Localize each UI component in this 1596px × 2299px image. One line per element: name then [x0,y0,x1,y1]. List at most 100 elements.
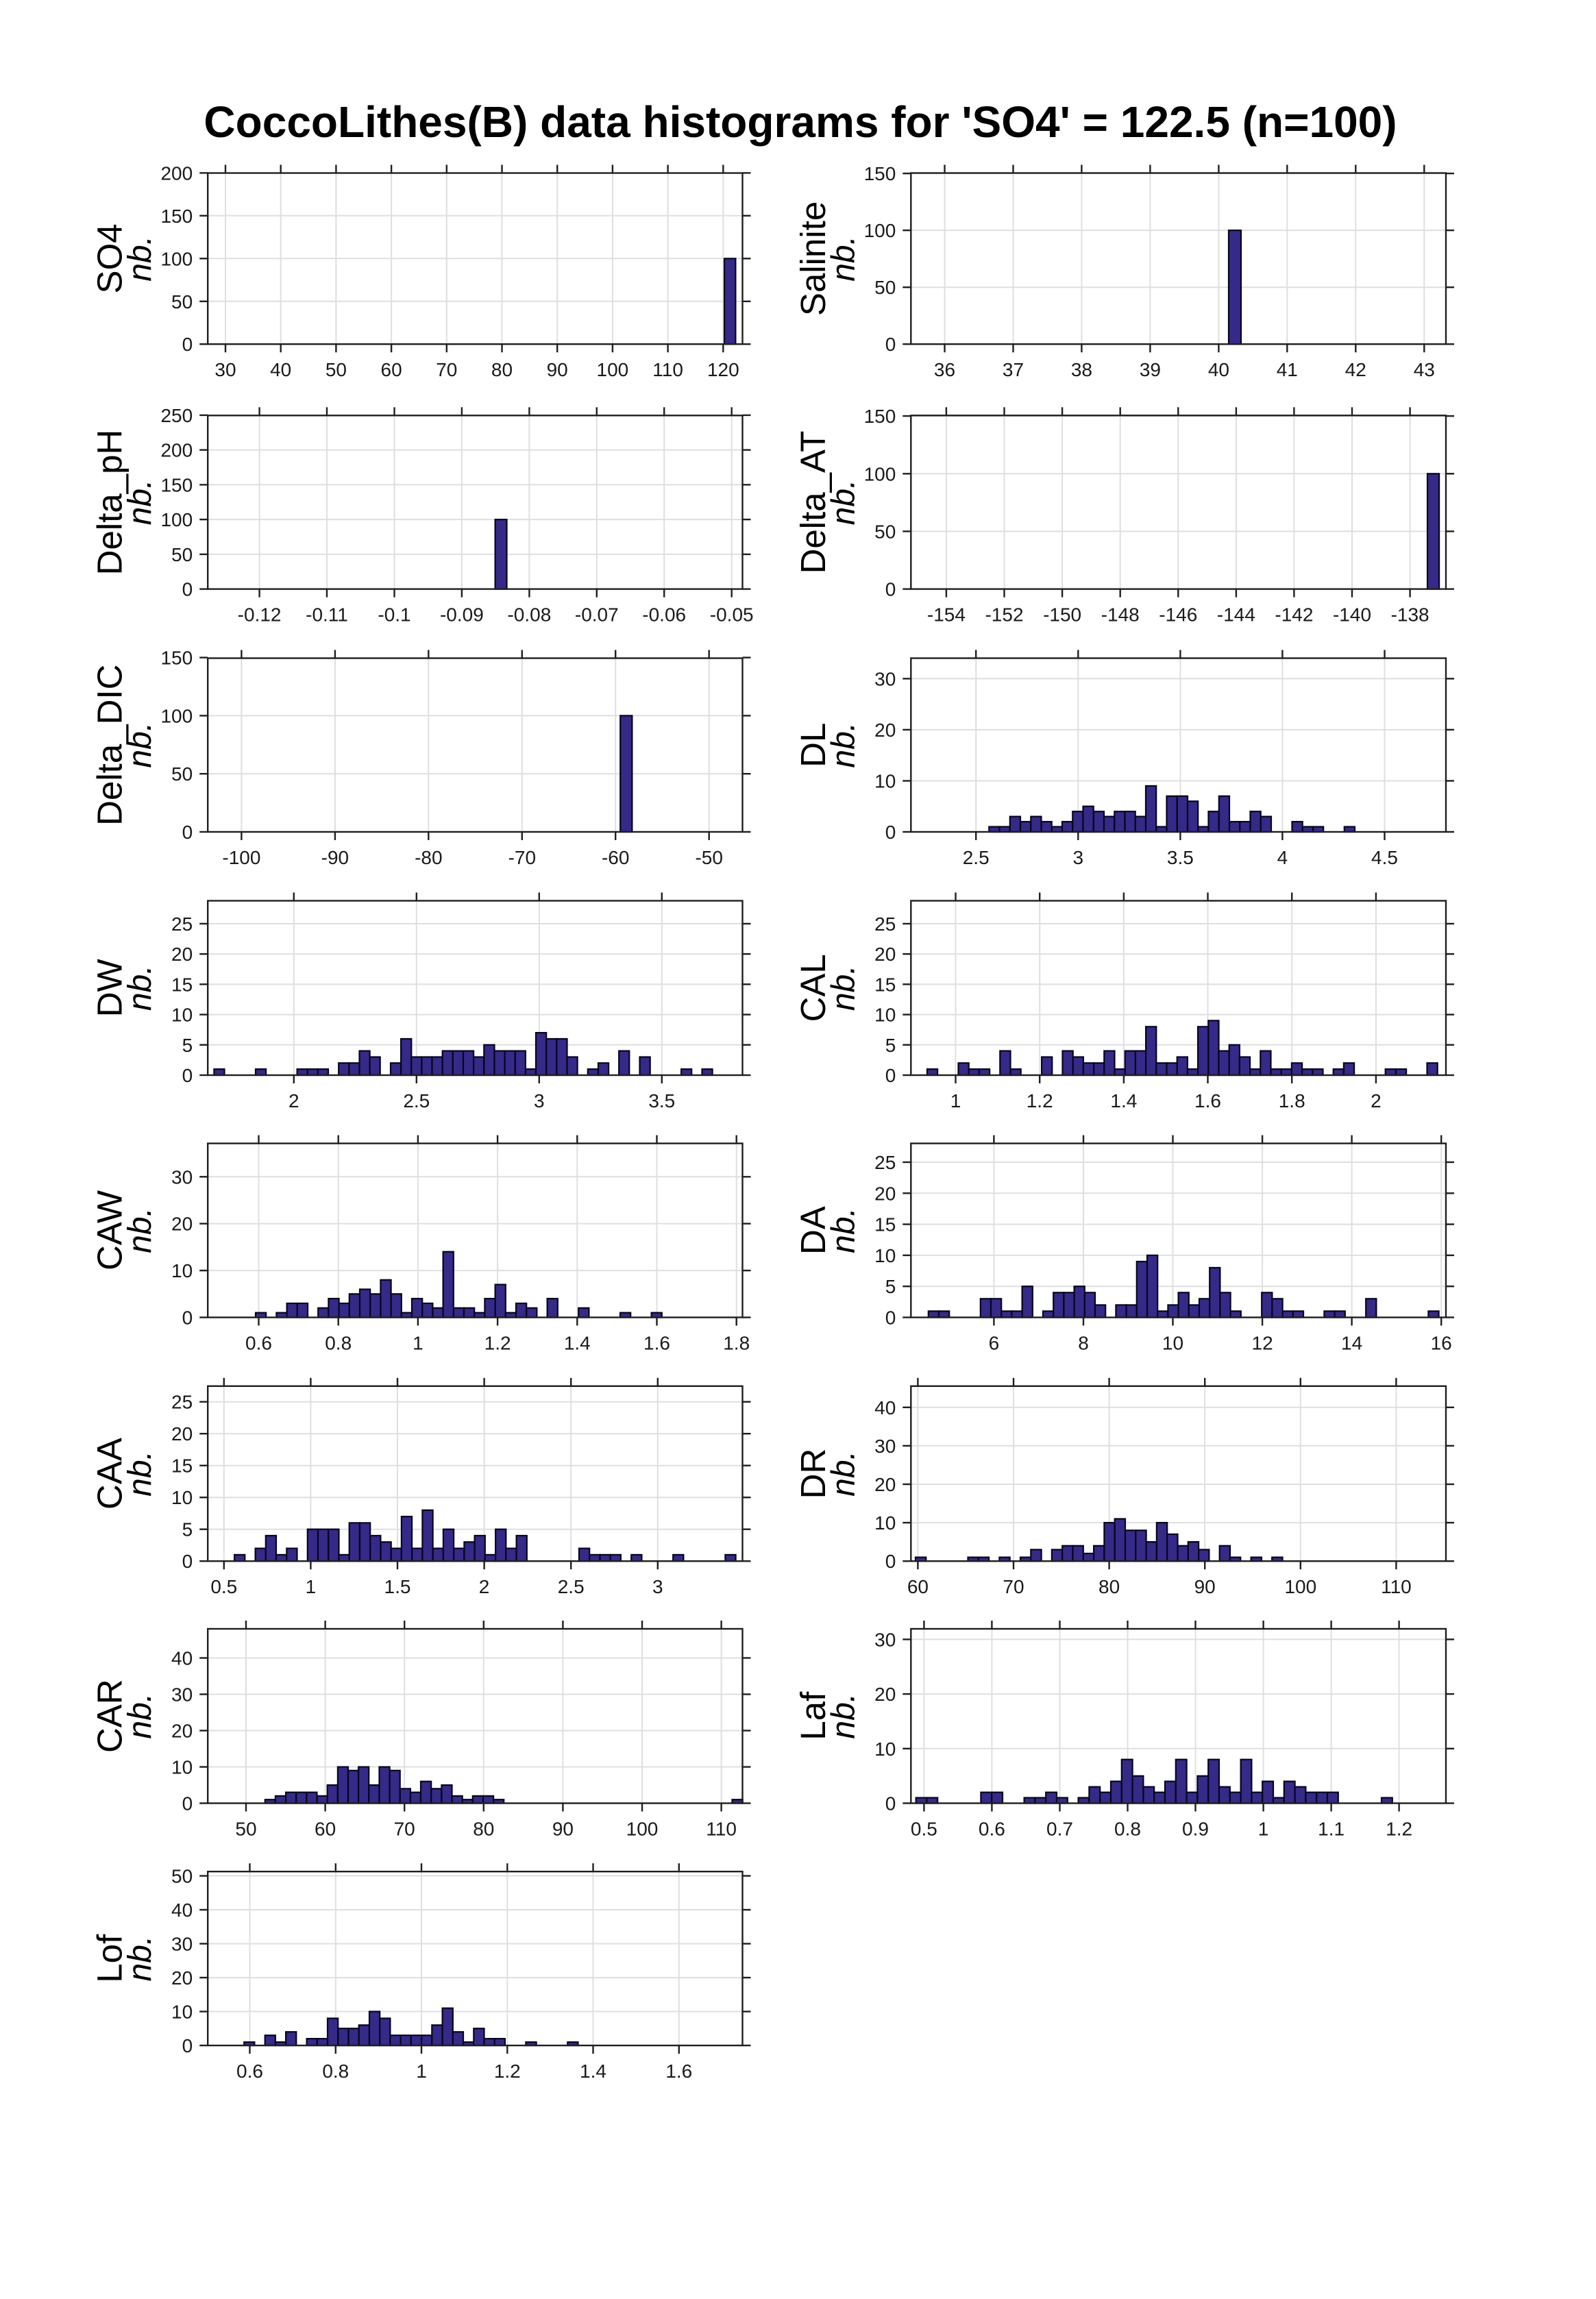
svg-text:20: 20 [874,1183,896,1204]
svg-text:2: 2 [288,1090,299,1111]
svg-text:250: 250 [160,405,193,426]
svg-text:-150: -150 [1043,604,1081,626]
svg-text:40: 40 [171,1900,193,1921]
svg-text:-60: -60 [602,847,629,868]
svg-text:0.7: 0.7 [1046,1819,1073,1840]
svg-text:-50: -50 [695,847,722,868]
svg-text:SO4: SO4 [90,223,130,293]
svg-text:0.8: 0.8 [1114,1819,1141,1840]
svg-text:nb.: nb. [825,1693,861,1739]
svg-text:10: 10 [171,2002,193,2023]
svg-text:110: 110 [706,1819,737,1840]
svg-text:3.5: 3.5 [1167,847,1194,868]
svg-text:30: 30 [171,1166,193,1188]
svg-text:3: 3 [652,1576,663,1597]
svg-text:12: 12 [1252,1333,1273,1354]
svg-text:150: 150 [160,474,193,495]
svg-text:0: 0 [182,1551,193,1572]
svg-text:43: 43 [1414,359,1435,380]
svg-text:0: 0 [182,334,193,355]
svg-text:0.6: 0.6 [245,1333,272,1354]
svg-text:1: 1 [306,1576,317,1597]
svg-text:0.6: 0.6 [979,1819,1005,1840]
svg-text:0: 0 [885,1793,896,1815]
svg-text:-142: -142 [1275,604,1313,626]
svg-text:110: 110 [1381,1576,1412,1597]
svg-text:16: 16 [1431,1333,1452,1354]
svg-text:150: 150 [160,648,193,669]
svg-text:0.9: 0.9 [1182,1819,1209,1840]
svg-text:1: 1 [950,1090,961,1111]
svg-text:200: 200 [160,440,193,461]
svg-text:4: 4 [1277,847,1288,868]
svg-text:1.2: 1.2 [1386,1819,1412,1840]
svg-text:15: 15 [874,974,896,995]
svg-text:39: 39 [1140,359,1161,380]
svg-text:1.6: 1.6 [643,1333,670,1354]
svg-text:0: 0 [182,579,193,600]
svg-text:2.5: 2.5 [963,847,990,868]
svg-text:5: 5 [885,1276,896,1297]
svg-text:70: 70 [1003,1576,1024,1597]
svg-text:1.8: 1.8 [723,1333,750,1354]
svg-text:nb.: nb. [825,965,861,1011]
svg-text:100: 100 [1284,1576,1316,1597]
svg-text:150: 150 [160,206,193,227]
svg-text:DW: DW [90,959,130,1017]
svg-text:0.5: 0.5 [911,1819,937,1840]
svg-text:40: 40 [270,359,291,380]
svg-text:40: 40 [171,1648,193,1669]
svg-text:-100: -100 [222,847,260,868]
svg-text:3: 3 [534,1090,545,1111]
svg-text:DL: DL [794,723,833,767]
svg-text:-146: -146 [1159,604,1197,626]
svg-text:60: 60 [381,359,402,380]
svg-text:25: 25 [171,1392,193,1413]
svg-text:110: 110 [652,359,683,380]
svg-text:14: 14 [1341,1333,1362,1354]
svg-text:nb.: nb. [122,480,158,526]
svg-text:200: 200 [160,162,193,184]
svg-text:5: 5 [182,1519,193,1540]
svg-text:nb.: nb. [122,1693,158,1739]
svg-text:100: 100 [864,220,896,241]
svg-text:60: 60 [907,1576,929,1597]
svg-text:20: 20 [171,1423,193,1444]
svg-text:25: 25 [874,1152,896,1173]
svg-text:nb.: nb. [122,1451,158,1497]
svg-text:50: 50 [874,521,896,542]
svg-text:5: 5 [885,1035,896,1056]
svg-text:80: 80 [491,359,513,380]
svg-text:0: 0 [182,1793,193,1815]
svg-text:40: 40 [874,1397,896,1418]
svg-text:37: 37 [1003,359,1024,380]
svg-text:0: 0 [885,822,896,843]
svg-text:1.6: 1.6 [1194,1090,1221,1111]
svg-text:20: 20 [171,1721,193,1742]
svg-text:0: 0 [885,1307,896,1329]
svg-text:-0.09: -0.09 [440,604,484,626]
svg-text:-0.11: -0.11 [306,604,348,626]
svg-text:-90: -90 [321,847,349,868]
svg-text:20: 20 [874,1684,896,1705]
svg-text:0: 0 [885,1065,896,1086]
svg-text:nb.: nb. [122,722,158,768]
svg-text:-154: -154 [927,604,966,626]
svg-text:1: 1 [416,2061,427,2082]
svg-text:100: 100 [864,463,896,484]
svg-text:Delta_AT: Delta_AT [794,431,833,574]
svg-text:40: 40 [1208,359,1229,380]
svg-text:3: 3 [1073,847,1084,868]
svg-text:150: 150 [864,163,896,184]
svg-text:70: 70 [436,359,457,380]
svg-text:20: 20 [171,1214,193,1235]
svg-text:100: 100 [160,248,193,269]
svg-text:4.5: 4.5 [1371,847,1398,868]
svg-text:CAR: CAR [90,1679,130,1753]
svg-text:100: 100 [160,705,193,726]
svg-text:CAW: CAW [90,1190,130,1270]
svg-text:1: 1 [413,1333,423,1354]
svg-text:nb.: nb. [122,1207,158,1253]
svg-text:60: 60 [315,1819,336,1840]
svg-text:100: 100 [626,1819,659,1840]
